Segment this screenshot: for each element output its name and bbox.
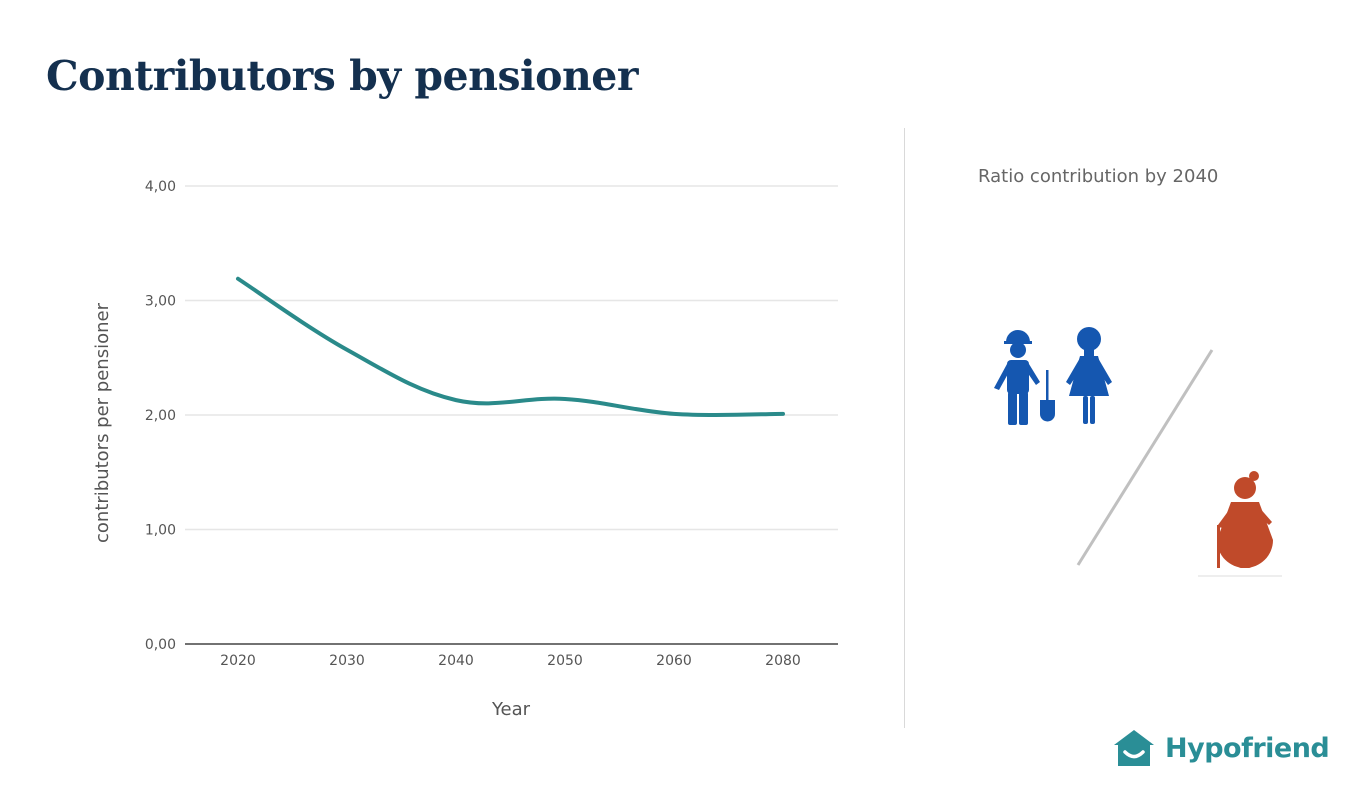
y-tick-label: 0,00 [145, 637, 176, 653]
x-tick-label: 2020 [220, 653, 256, 669]
woman-icon [1066, 327, 1112, 424]
worker-icon [994, 330, 1055, 425]
house-logo-icon [1114, 730, 1154, 766]
ratio-illustration [994, 327, 1282, 577]
x-tick-label: 2080 [765, 653, 801, 669]
line-chart: 0,00 1,00 2,00 3,00 4,00 2020 2030 2040 2050 206… [92, 179, 838, 720]
y-tick-label: 1,00 [145, 523, 176, 539]
y-tick-label: 4,00 [145, 179, 176, 195]
x-tick-label: 2050 [547, 653, 583, 669]
y-axis-label: contributors per pensioner [92, 302, 113, 543]
y-tick-label: 2,00 [145, 408, 176, 424]
panel-divider [904, 128, 905, 728]
ratio-slash [1076, 349, 1214, 566]
x-tick-label: 2030 [329, 653, 365, 669]
y-tick-label: 3,00 [145, 294, 176, 310]
elderly-woman-icon [1217, 471, 1273, 568]
page-title: Contributors by pensioner [46, 52, 638, 100]
x-tick-label: 2040 [438, 653, 474, 669]
brand-name: Hypofriend [1165, 732, 1330, 764]
series-line [236, 276, 785, 418]
ratio-title: Ratio contribution by 2040 [978, 166, 1219, 187]
brand-logo: Hypofriend [1113, 728, 1330, 768]
x-axis-label: Year [491, 699, 531, 720]
x-tick-label: 2060 [656, 653, 692, 669]
